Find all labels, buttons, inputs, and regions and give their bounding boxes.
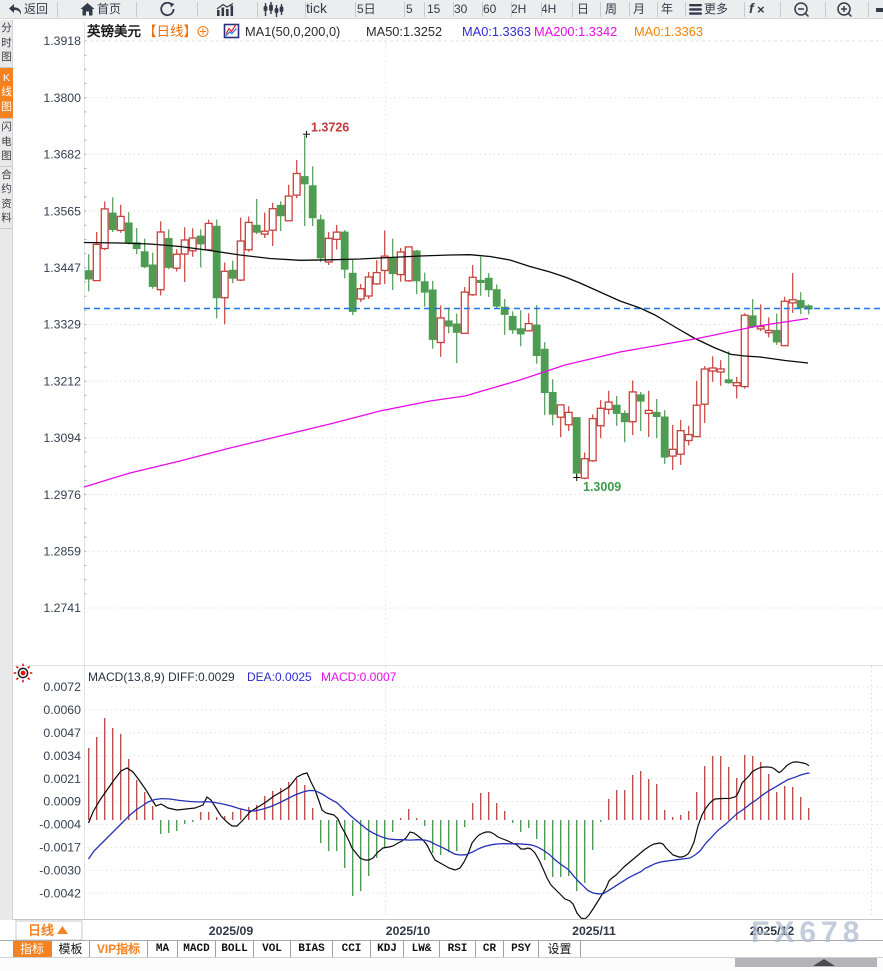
svg-text:DEA:0.0025: DEA:0.0025 [247, 670, 312, 684]
svg-text:MA0:1.3363: MA0:1.3363 [462, 24, 531, 39]
svg-text:MA200:1.3342: MA200:1.3342 [534, 24, 617, 39]
svg-text:2025/09: 2025/09 [209, 924, 254, 938]
svg-text:0.0034: 0.0034 [43, 749, 81, 763]
svg-text:MACD(13,8,9): MACD(13,8,9) [88, 670, 165, 684]
svg-text:1.2859: 1.2859 [43, 545, 81, 559]
svg-text:2025/11: 2025/11 [572, 924, 616, 938]
svg-text:1.3565: 1.3565 [43, 204, 81, 218]
svg-text:DIFF:0.0029: DIFF:0.0029 [168, 670, 235, 684]
svg-text:1.3094: 1.3094 [43, 431, 81, 445]
svg-text:0.0021: 0.0021 [43, 772, 81, 786]
svg-text:MACD:0.0007: MACD:0.0007 [321, 670, 397, 684]
svg-text:1.3212: 1.3212 [43, 374, 81, 388]
svg-text:1.3918: 1.3918 [43, 34, 81, 48]
svg-text:1.3726: 1.3726 [311, 121, 349, 135]
svg-text:1.2741: 1.2741 [43, 601, 81, 615]
svg-text:-0.0042: -0.0042 [39, 886, 81, 900]
svg-text:2025/12: 2025/12 [750, 924, 795, 938]
svg-text:英镑美元: 英镑美元 [86, 23, 141, 39]
svg-text:MA50:1.3252: MA50:1.3252 [366, 24, 442, 39]
svg-text:日线: 日线 [28, 923, 54, 938]
svg-text:0.0047: 0.0047 [43, 726, 81, 740]
svg-text:2025/10: 2025/10 [386, 924, 431, 938]
svg-text:0.0060: 0.0060 [43, 703, 81, 717]
svg-text:-0.0017: -0.0017 [39, 841, 81, 855]
svg-text:MA1(50,0,200,0): MA1(50,0,200,0) [245, 24, 340, 39]
svg-text:1.2976: 1.2976 [43, 488, 81, 502]
svg-text:MA0:1.3363: MA0:1.3363 [634, 24, 703, 39]
svg-text:1.3447: 1.3447 [43, 261, 81, 275]
svg-text:【日线】: 【日线】 [143, 24, 197, 39]
svg-text:-0.0004: -0.0004 [39, 818, 81, 832]
svg-text:1.3682: 1.3682 [43, 148, 81, 162]
svg-text:0.0072: 0.0072 [43, 680, 81, 694]
svg-text:1.3009: 1.3009 [583, 480, 621, 494]
svg-text:1.3329: 1.3329 [43, 318, 81, 332]
svg-text:0.0009: 0.0009 [43, 795, 81, 809]
svg-text:1.3800: 1.3800 [43, 91, 81, 105]
svg-text:-0.0030: -0.0030 [39, 863, 81, 877]
